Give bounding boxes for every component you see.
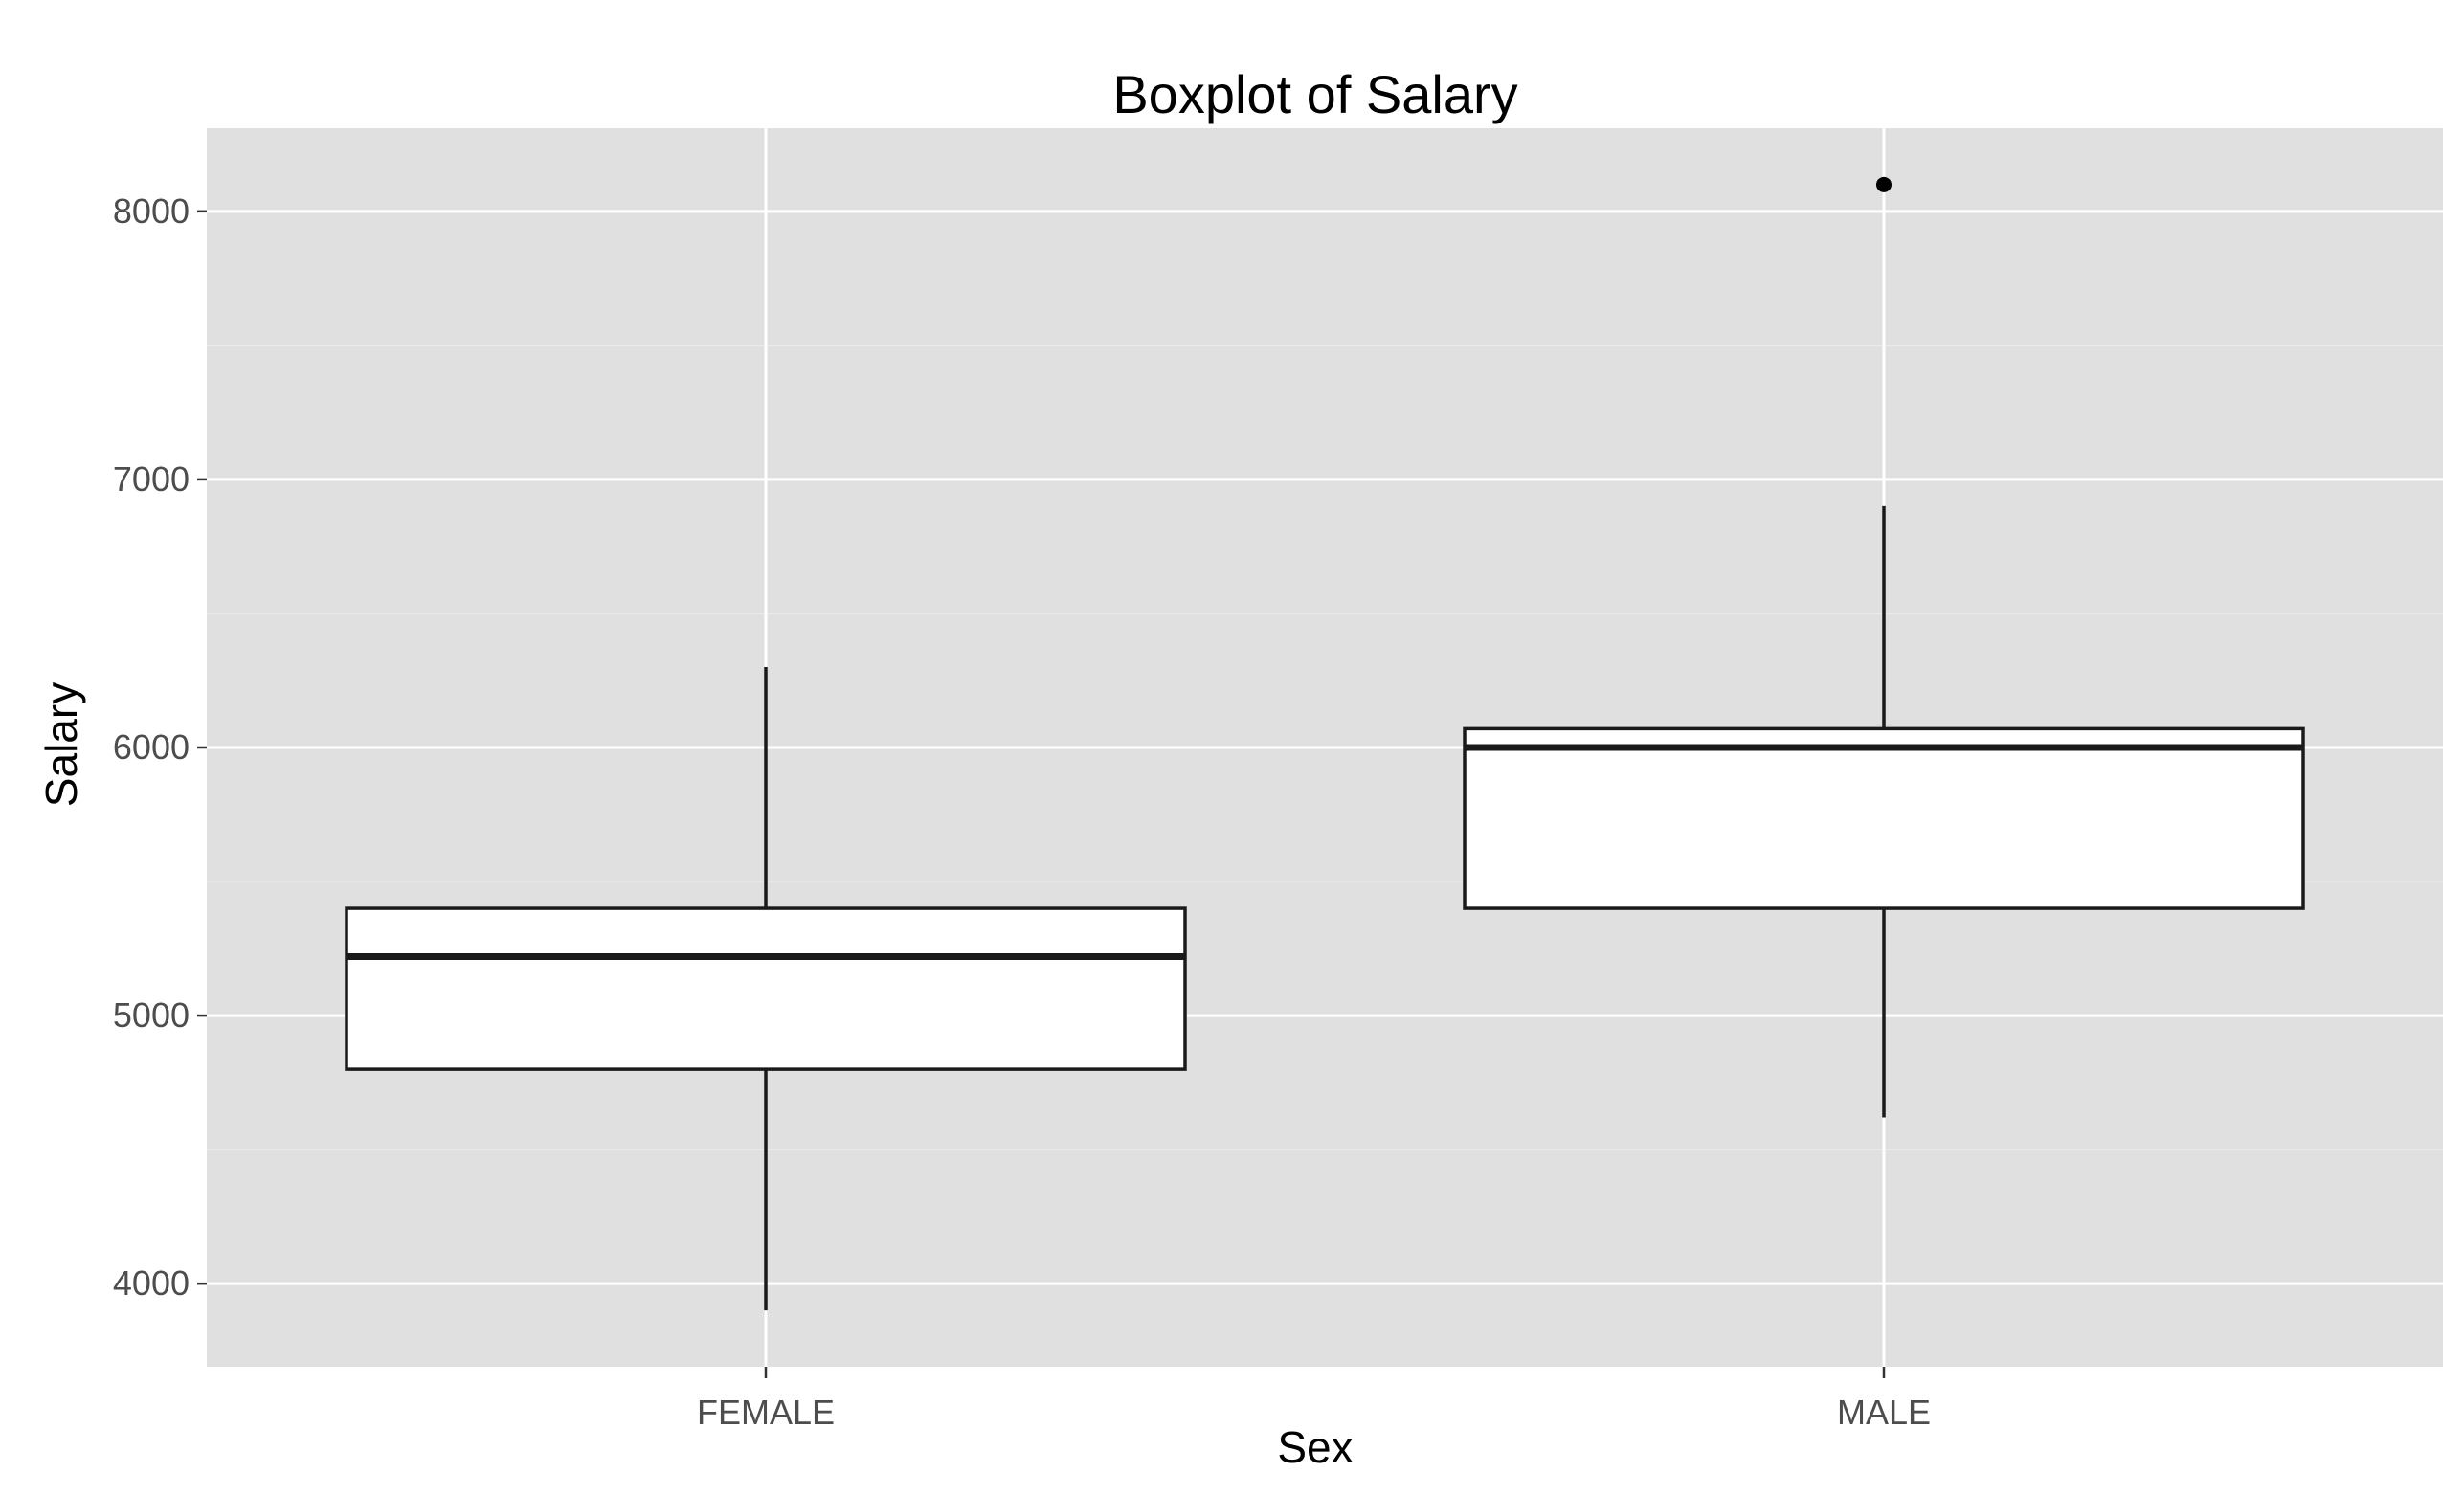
y-tick-label: 7000 xyxy=(113,459,190,499)
y-tick-label: 4000 xyxy=(113,1263,190,1303)
x-tick-label-female: FEMALE xyxy=(697,1393,835,1432)
box-female xyxy=(345,906,1187,1071)
y-axis-title: Salary xyxy=(36,682,86,807)
box-male xyxy=(1463,726,2305,910)
plot-panel: 4000 5000 6000 7000 8000 FEMALE MALE xyxy=(113,128,2443,1432)
outlier-point-male xyxy=(1876,176,1892,192)
y-tick-label: 6000 xyxy=(113,727,190,767)
x-axis-title: Sex xyxy=(1277,1422,1353,1472)
x-tick-label-male: MALE xyxy=(1837,1393,1931,1432)
y-tick-label: 5000 xyxy=(113,995,190,1035)
y-tick-label: 8000 xyxy=(113,191,190,231)
chart-title: Boxplot of Salary xyxy=(1112,64,1517,124)
